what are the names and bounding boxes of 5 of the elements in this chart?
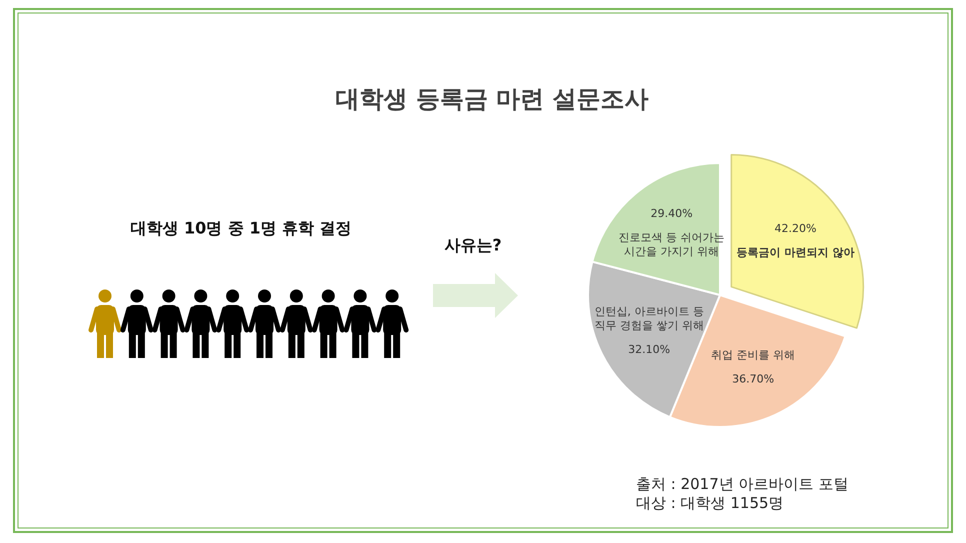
- annotation: 대상 : 대학생 1155명: [636, 494, 784, 512]
- title: 대학생 등록금 마련 설문조사: [335, 85, 649, 113]
- annotation: 사유는?: [444, 236, 502, 254]
- annotation: 출처 : 2017년 아르바이트 포털: [636, 475, 848, 493]
- annotation: 대학생 10명 중 1명 휴학 결정: [130, 218, 352, 238]
